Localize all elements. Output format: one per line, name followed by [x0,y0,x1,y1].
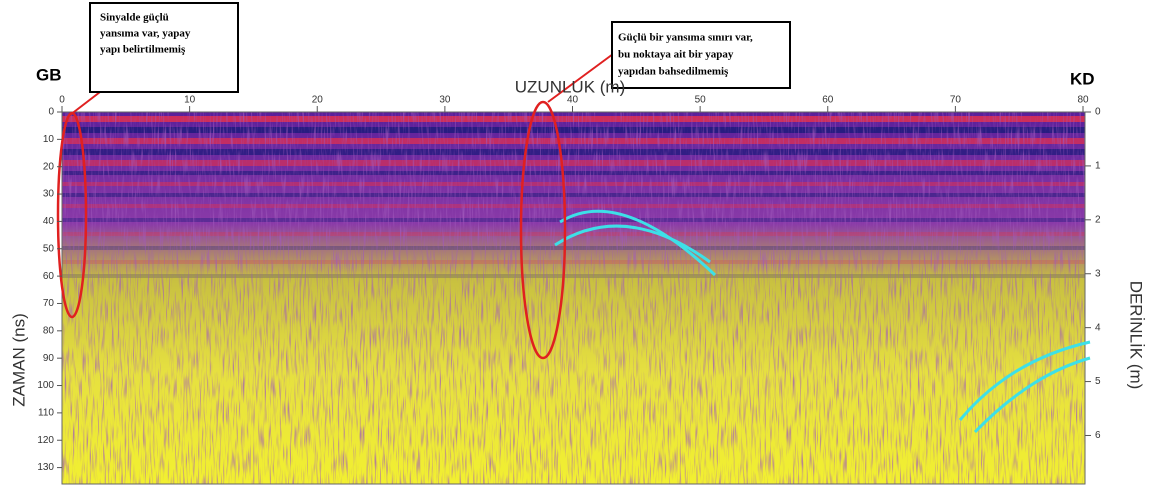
y-tick-label: 120 [37,435,54,446]
direction-label: GB [36,65,62,84]
plot-frame [61,111,1086,485]
y2-tick-label: 3 [1095,268,1101,279]
y-tick-label: 30 [43,189,55,200]
y-tick-label: 80 [43,325,55,336]
annotation-text: yansıma var, yapay [100,28,191,40]
y2-tick-label: 2 [1095,214,1101,225]
annotation-box [89,2,239,93]
annotation-text: Güçlü bir yansıma sınırı var, [618,32,753,44]
radargram [62,112,1085,484]
x-tick-label: 10 [184,95,196,106]
y-tick-label: 90 [43,353,55,364]
hyperbola-curve [554,224,711,264]
y2-tick-label: 5 [1095,376,1101,387]
hyperbola-curve [958,340,1091,421]
x-tick-label: 70 [950,95,962,106]
y2-axis-title: DERİNLİK (m) [1127,281,1146,390]
y-tick-label: 100 [37,380,54,391]
y2-tick-label: 1 [1095,161,1101,172]
y2-tick-label: 0 [1095,107,1101,118]
annotation-text: bu noktaya ait bir yapay [618,49,734,61]
y-tick-label: 110 [38,408,54,419]
direction-label: KD [1070,69,1095,88]
y-tick-label: 20 [43,161,55,172]
y-tick-label: 60 [43,271,55,282]
x-tick-label: 20 [312,95,324,106]
radargram-noise [62,112,1085,484]
x-tick-label: 30 [439,95,451,106]
x-tick-label: 40 [567,95,579,106]
y-tick-label: 70 [43,298,55,309]
annotation-text: yapıdan bahsedilmemiş [618,66,729,78]
annotation-text: yapı belirtilmemiş [100,44,186,56]
x-tick-label: 80 [1077,95,1089,106]
annotation-text: Sinyalde güçlü [100,12,169,24]
y-tick-label: 40 [43,216,55,227]
y2-tick-label: 6 [1095,430,1101,441]
y-tick-label: 130 [37,462,54,473]
y2-tick-label: 4 [1095,322,1101,333]
x-axis-title: UZUNLUK (m) [515,77,626,96]
callout-line [69,91,101,116]
y-tick-label: 10 [43,134,55,145]
hyperbola-curve [559,209,717,277]
y-tick-label: 0 [48,107,54,118]
x-tick-label: 50 [695,95,707,106]
hyperbola-curve [973,356,1091,434]
y-axis-title: ZAMAN (ns) [9,313,28,407]
x-tick-label: 60 [822,95,834,106]
annotation-box [611,21,791,89]
x-tick-label: 0 [59,95,65,106]
y-tick-label: 50 [43,243,55,254]
highlight-ellipse [519,100,567,360]
